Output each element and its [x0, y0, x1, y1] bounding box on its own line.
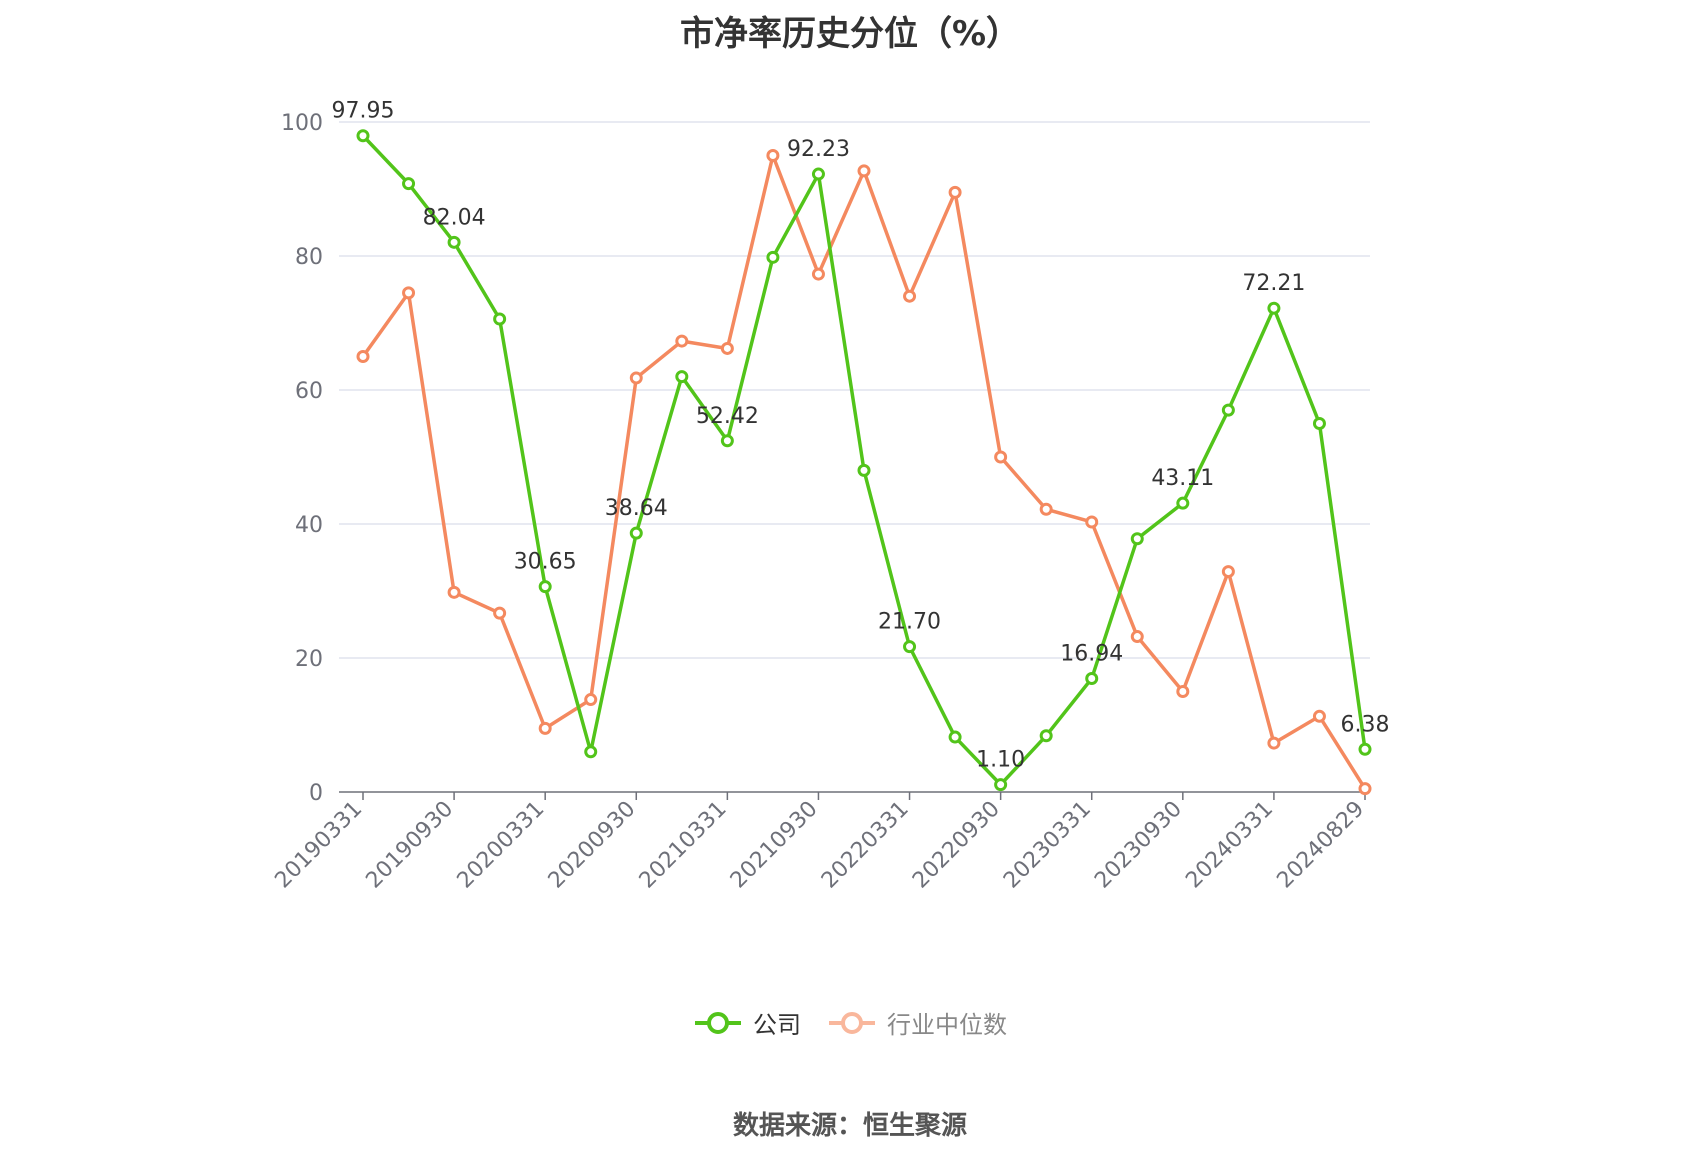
data-point[interactable]: [811, 267, 825, 281]
data-label: 92.23: [787, 137, 850, 162]
data-label: 16.94: [1060, 642, 1123, 667]
grid: [339, 121, 1370, 659]
data-point[interactable]: [1312, 709, 1326, 723]
legend-line-circle-icon: [695, 1011, 741, 1034]
source-note: 数据来源：恒生聚源: [732, 1111, 967, 1141]
chart-title: 市净率历史分位（%）: [679, 14, 1021, 54]
data-label: 97.95: [332, 99, 395, 124]
x-tick-label: 20190930: [361, 797, 458, 894]
data-point[interactable]: [1221, 565, 1235, 579]
data-label: 52.42: [696, 404, 759, 429]
data-point[interactable]: [1130, 532, 1144, 546]
data-point[interactable]: [1358, 782, 1372, 796]
data-label: 82.04: [423, 205, 486, 230]
data-point[interactable]: [1085, 515, 1099, 529]
data-point[interactable]: [1039, 502, 1053, 516]
data-point[interactable]: [1267, 736, 1281, 750]
data-label: 38.64: [605, 496, 668, 521]
data-point[interactable]: [1312, 417, 1326, 430]
data-point[interactable]: [1358, 742, 1372, 756]
data-labels: 97.95 82.04 30.65 38.64 52.42 92.23 21.70 1.10 1…: [332, 99, 1390, 773]
legend-item-industry-median[interactable]: 行业中位数: [827, 1005, 1007, 1040]
data-point[interactable]: [857, 463, 871, 477]
line-chart: 0 20 40 60 80 100 2019033120190930202003312020…: [270, 99, 1390, 894]
data-point[interactable]: [1130, 630, 1144, 644]
series-line-0: [361, 134, 1367, 787]
data-point[interactable]: [402, 286, 416, 300]
data-point[interactable]: [1085, 672, 1099, 686]
data-point[interactable]: [402, 177, 416, 191]
data-point[interactable]: [447, 585, 461, 599]
data-label: 6.38: [1341, 712, 1390, 737]
data-point[interactable]: [994, 778, 1008, 792]
x-tick-label: 20210331: [635, 797, 732, 894]
data-point[interactable]: [447, 235, 461, 249]
legend-item-company[interactable]: 公司: [693, 1005, 801, 1040]
data-point[interactable]: [356, 350, 370, 363]
data-point[interactable]: [538, 721, 552, 735]
data-point[interactable]: [1039, 729, 1053, 743]
x-tick-label: 20220331: [817, 797, 914, 894]
data-point[interactable]: [493, 312, 507, 326]
data-point[interactable]: [1267, 301, 1281, 315]
data-point[interactable]: [538, 580, 552, 594]
y-tick-label: 100: [281, 111, 323, 136]
data-point[interactable]: [1221, 403, 1235, 417]
data-point[interactable]: [903, 289, 917, 303]
data-point[interactable]: [629, 371, 643, 385]
x-tick-label: 20220930: [908, 797, 1005, 894]
data-point[interactable]: [948, 185, 962, 199]
legend-label-company: 公司: [753, 1011, 801, 1039]
x-tick-label: 20240331: [1181, 797, 1278, 894]
x-tick-label: 20210930: [726, 797, 823, 894]
data-point[interactable]: [903, 640, 917, 654]
data-point[interactable]: [720, 341, 734, 355]
data-label: 30.65: [514, 550, 577, 575]
y-tick-label: 80: [295, 245, 323, 270]
data-point[interactable]: [994, 450, 1008, 464]
data-point[interactable]: [1176, 496, 1190, 510]
y-tick-label: 20: [295, 647, 323, 672]
data-point[interactable]: [493, 606, 507, 620]
x-tick-label: 20200331: [453, 797, 550, 894]
data-point[interactable]: [766, 149, 780, 162]
data-point[interactable]: [811, 167, 825, 181]
data-point[interactable]: [766, 250, 780, 264]
x-tick-label: 20230930: [1090, 797, 1187, 894]
y-tick-label: 0: [309, 781, 323, 806]
x-tick-label: 20240829: [1272, 797, 1369, 894]
data-point[interactable]: [675, 334, 689, 348]
data-point[interactable]: [857, 164, 871, 178]
legend-label-industry-median: 行业中位数: [887, 1011, 1007, 1039]
x-tick-label: 20230331: [999, 797, 1096, 894]
x-tick-label: 20200930: [544, 797, 641, 894]
y-tick-label: 60: [295, 379, 323, 404]
x-tick-label: 20190331: [270, 797, 367, 894]
data-point[interactable]: [948, 730, 962, 744]
data-label: 72.21: [1242, 271, 1305, 296]
series-group: [356, 129, 1372, 796]
legend: 公司 行业中位数: [0, 1005, 1700, 1040]
data-point[interactable]: [629, 526, 643, 540]
data-point[interactable]: [356, 129, 370, 143]
legend-line-circle-icon: [829, 1011, 875, 1034]
y-tick-label: 40: [295, 513, 323, 538]
data-label: 43.11: [1151, 466, 1214, 491]
data-point[interactable]: [1176, 685, 1190, 698]
data-point[interactable]: [584, 745, 598, 759]
data-point[interactable]: [675, 370, 689, 384]
data-label: 21.70: [878, 610, 941, 635]
data-label: 1.10: [976, 748, 1025, 773]
data-point[interactable]: [584, 693, 598, 707]
data-point[interactable]: [720, 434, 734, 448]
